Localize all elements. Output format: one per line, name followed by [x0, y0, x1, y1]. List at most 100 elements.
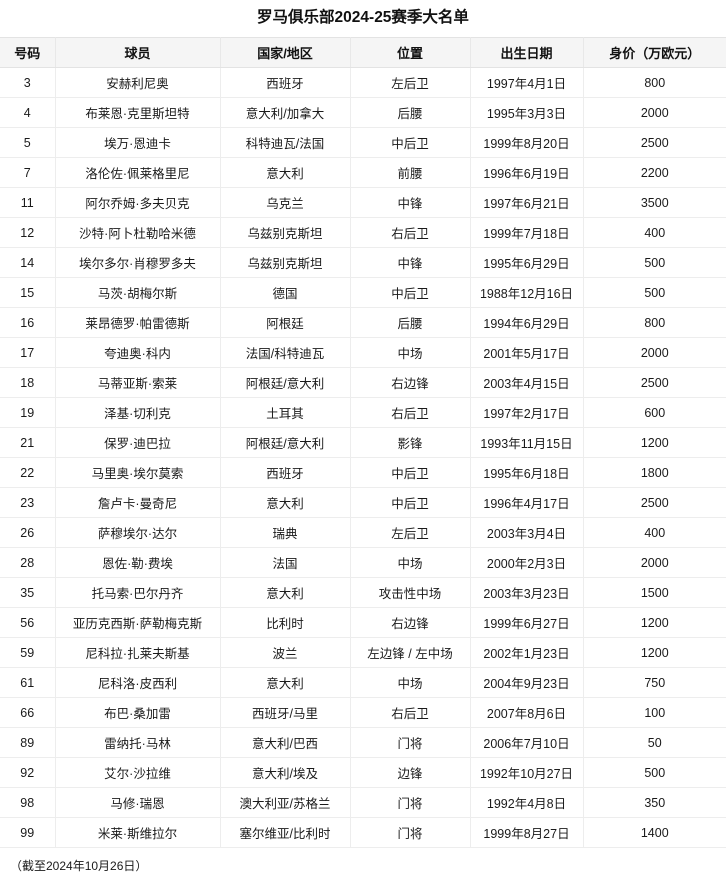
table-row: 5 埃万·恩迪卡 科特迪瓦/法国 中后卫 1999年8月20日 2500	[0, 127, 726, 158]
cell-value: 500	[583, 757, 726, 788]
cell-number: 92	[0, 757, 56, 788]
cell-dob: 1992年10月27日	[470, 757, 584, 788]
cell-number: 98	[0, 787, 56, 818]
table-row: 23 詹卢卡·曼奇尼 意大利 中后卫 1996年4月17日 2500	[0, 487, 726, 518]
cell-position: 中锋	[350, 247, 471, 278]
cell-number: 56	[0, 607, 56, 638]
cell-value: 500	[583, 277, 726, 308]
cell-dob: 2003年3月23日	[470, 577, 584, 608]
cell-player: 埃万·恩迪卡	[55, 127, 221, 158]
cell-nation: 瑞典	[220, 517, 351, 548]
column-header-player: 球员	[55, 37, 221, 68]
cell-dob: 2002年1月23日	[470, 637, 584, 668]
cell-dob: 1994年6月29日	[470, 307, 584, 338]
cell-player: 布巴·桑加雷	[55, 697, 221, 728]
cell-nation: 乌兹别克斯坦	[220, 247, 351, 278]
cell-value: 2500	[583, 487, 726, 518]
cell-player: 萨穆埃尔·达尔	[55, 517, 221, 548]
cell-position: 中后卫	[350, 277, 471, 308]
cell-player: 尼科拉·扎莱夫斯基	[55, 637, 221, 668]
cell-number: 23	[0, 487, 56, 518]
cell-dob: 1995年6月29日	[470, 247, 584, 278]
cell-number: 3	[0, 67, 56, 98]
table-row: 66 布巴·桑加雷 西班牙/马里 右后卫 2007年8月6日 100	[0, 697, 726, 728]
cell-position: 中后卫	[350, 457, 471, 488]
cell-position: 门将	[350, 727, 471, 758]
cell-nation: 西班牙/马里	[220, 697, 351, 728]
cell-position: 边锋	[350, 757, 471, 788]
cell-number: 35	[0, 577, 56, 608]
cell-number: 89	[0, 727, 56, 758]
cell-number: 28	[0, 547, 56, 578]
cell-position: 右边锋	[350, 367, 471, 398]
cell-value: 800	[583, 307, 726, 338]
cell-position: 右后卫	[350, 217, 471, 248]
cell-nation: 阿根廷/意大利	[220, 367, 351, 398]
cell-nation: 乌兹别克斯坦	[220, 217, 351, 248]
cell-nation: 意大利	[220, 577, 351, 608]
cell-number: 99	[0, 817, 56, 848]
cell-dob: 1999年7月18日	[470, 217, 584, 248]
table-header: 号码 球员 国家/地区 位置 出生日期 身价（万欧元）	[0, 37, 726, 68]
cell-nation: 意大利	[220, 487, 351, 518]
cell-number: 4	[0, 97, 56, 128]
cell-number: 19	[0, 397, 56, 428]
cell-player: 马修·瑞恩	[55, 787, 221, 818]
cell-nation: 澳大利亚/苏格兰	[220, 787, 351, 818]
cell-number: 16	[0, 307, 56, 338]
table-row: 15 马茨·胡梅尔斯 德国 中后卫 1988年12月16日 500	[0, 277, 726, 308]
cell-player: 布莱恩·克里斯坦特	[55, 97, 221, 128]
cell-nation: 塞尔维亚/比利时	[220, 817, 351, 848]
cell-value: 350	[583, 787, 726, 818]
cell-nation: 法国	[220, 547, 351, 578]
table-row: 35 托马索·巴尔丹齐 意大利 攻击性中场 2003年3月23日 1500	[0, 577, 726, 608]
cell-number: 7	[0, 157, 56, 188]
cell-nation: 意大利/埃及	[220, 757, 351, 788]
cell-number: 18	[0, 367, 56, 398]
table-row: 28 恩佐·勒·费埃 法国 中场 2000年2月3日 2000	[0, 547, 726, 578]
cell-nation: 比利时	[220, 607, 351, 638]
cell-dob: 1997年4月1日	[470, 67, 584, 98]
cell-position: 中后卫	[350, 487, 471, 518]
cell-value: 1200	[583, 427, 726, 458]
cell-nation: 意大利/巴西	[220, 727, 351, 758]
cell-player: 雷纳托·马林	[55, 727, 221, 758]
cell-number: 12	[0, 217, 56, 248]
cell-player: 艾尔·沙拉维	[55, 757, 221, 788]
cell-position: 左边锋 / 左中场	[350, 637, 471, 668]
table-row: 3 安赫利尼奥 西班牙 左后卫 1997年4月1日 800	[0, 67, 726, 98]
column-header-number: 号码	[0, 37, 56, 68]
cell-number: 59	[0, 637, 56, 668]
table-row: 22 马里奥·埃尔莫索 西班牙 中后卫 1995年6月18日 1800	[0, 457, 726, 488]
cell-nation: 科特迪瓦/法国	[220, 127, 351, 158]
cell-nation: 阿根廷	[220, 307, 351, 338]
cell-position: 中锋	[350, 187, 471, 218]
cell-number: 5	[0, 127, 56, 158]
cell-position: 左后卫	[350, 67, 471, 98]
cell-position: 影锋	[350, 427, 471, 458]
cell-dob: 1999年8月27日	[470, 817, 584, 848]
cell-number: 26	[0, 517, 56, 548]
cell-value: 2200	[583, 157, 726, 188]
cell-value: 400	[583, 217, 726, 248]
cell-dob: 2004年9月23日	[470, 667, 584, 698]
table-row: 98 马修·瑞恩 澳大利亚/苏格兰 门将 1992年4月8日 350	[0, 787, 726, 818]
cell-dob: 2006年7月10日	[470, 727, 584, 758]
cell-nation: 阿根廷/意大利	[220, 427, 351, 458]
cell-value: 1200	[583, 607, 726, 638]
table-row: 16 莱昂德罗·帕雷德斯 阿根廷 后腰 1994年6月29日 800	[0, 307, 726, 338]
cell-nation: 西班牙	[220, 457, 351, 488]
cell-dob: 1995年6月18日	[470, 457, 584, 488]
cell-nation: 土耳其	[220, 397, 351, 428]
cell-position: 中场	[350, 667, 471, 698]
cell-dob: 1992年4月8日	[470, 787, 584, 818]
column-header-value: 身价（万欧元）	[583, 37, 726, 68]
cell-dob: 2001年5月17日	[470, 337, 584, 368]
cell-player: 泽基·切利克	[55, 397, 221, 428]
cell-number: 66	[0, 697, 56, 728]
squad-table: 号码 球员 国家/地区 位置 出生日期 身价（万欧元） 3 安赫利尼奥 西班牙 左后卫…	[0, 37, 726, 848]
cell-number: 61	[0, 667, 56, 698]
cell-dob: 1993年11月15日	[470, 427, 584, 458]
column-header-dob: 出生日期	[470, 37, 584, 68]
cell-value: 50	[583, 727, 726, 758]
